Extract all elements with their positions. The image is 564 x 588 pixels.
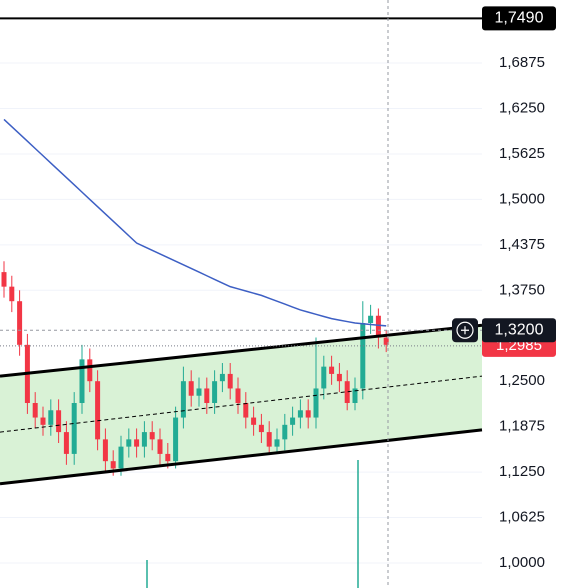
candle-body: [118, 446, 124, 469]
add-icon: [456, 321, 474, 339]
y-tick-label: 1,6875: [499, 54, 545, 71]
candle-body: [329, 366, 335, 374]
candle-body: [321, 366, 327, 389]
y-tick-label: 1,1875: [499, 418, 545, 435]
y-tick-label: 1,0000: [499, 554, 545, 571]
candle-body: [48, 410, 54, 425]
candle-body: [126, 439, 132, 447]
candle-body: [188, 381, 194, 396]
candle-body: [56, 410, 62, 433]
candle-body: [79, 359, 85, 404]
candle-body: [360, 323, 366, 389]
candle-body: [305, 410, 311, 418]
candle-body: [375, 315, 381, 338]
candle-body: [258, 424, 264, 433]
candle-body: [344, 381, 350, 404]
candle-body: [251, 417, 257, 425]
candle-body: [1, 272, 7, 287]
y-tick-label: 1,0625: [499, 509, 545, 526]
candle-body: [243, 403, 249, 418]
candle-body: [40, 417, 46, 425]
candle-body: [282, 424, 288, 440]
candle-body: [180, 381, 186, 418]
y-tick-label: 1,2500: [499, 372, 545, 389]
candle-body: [149, 432, 155, 440]
candle-body: [352, 388, 358, 404]
channel-line: [0, 323, 483, 378]
candle-body: [266, 432, 272, 447]
candle-body: [102, 439, 108, 462]
candle-body: [297, 410, 303, 418]
channel-line: [0, 428, 483, 486]
candle-body: [9, 286, 15, 302]
candle-body: [336, 373, 342, 382]
candle-body: [110, 461, 116, 469]
candle-body: [274, 439, 280, 447]
candle-body: [165, 453, 171, 462]
candle-body: [87, 359, 93, 382]
candle-body: [219, 373, 225, 382]
y-tick-label: 1,5625: [499, 145, 545, 162]
candle-body: [235, 388, 241, 404]
candle-body: [32, 403, 38, 418]
candle-body: [196, 388, 202, 396]
horizontal-line-label: 1,7490: [495, 10, 544, 27]
candle-body: [95, 381, 101, 440]
crosshair-box: [482, 318, 556, 343]
candle-body: [173, 417, 179, 462]
candle-body: [204, 388, 210, 404]
candle-body: [63, 432, 69, 454]
horizontal-line-box: [482, 6, 556, 31]
y-tick-label: 1,5000: [499, 190, 545, 207]
y-tick-label: 1,4375: [499, 236, 545, 253]
candle-body: [227, 373, 233, 389]
candle-body: [71, 403, 77, 454]
crosshair-label: 1,3200: [495, 322, 544, 339]
add-icon-plus: [461, 326, 469, 335]
candle-body: [368, 315, 374, 324]
candle-body: [290, 417, 296, 425]
candle-body: [212, 381, 218, 404]
y-tick-label: 1,6250: [499, 99, 545, 116]
y-tick-label: 1,3750: [499, 281, 545, 298]
channel-midline: [0, 375, 483, 433]
moving-average: [3, 118, 387, 327]
candle-body: [157, 439, 163, 454]
candle-body: [313, 388, 319, 418]
candle-body: [141, 432, 147, 447]
y-tick-label: 1,1250: [499, 463, 545, 480]
candle-body: [134, 439, 140, 447]
candle-body: [17, 301, 23, 345]
candle-body: [383, 337, 389, 345]
